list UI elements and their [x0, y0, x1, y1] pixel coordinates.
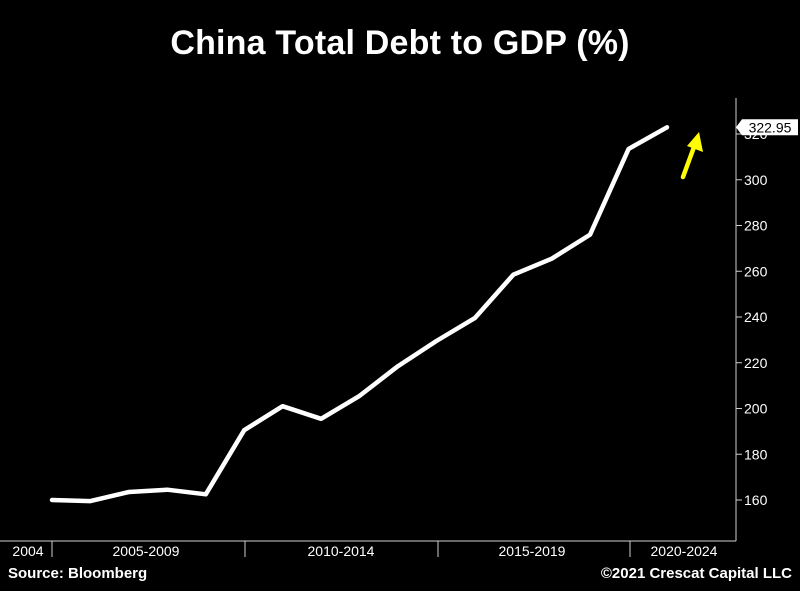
data-point	[281, 404, 285, 408]
data-point	[204, 492, 208, 496]
x-tick-label: 2010-2014	[308, 543, 375, 559]
y-tick-label: 160	[744, 492, 768, 508]
data-point	[88, 499, 92, 503]
y-tick-label: 260	[744, 263, 768, 279]
x-tick-label: 2015-2019	[499, 543, 566, 559]
data-point	[550, 257, 554, 261]
last-value-label: 322.95	[749, 119, 792, 135]
y-tick-label: 200	[744, 401, 768, 417]
data-point	[242, 428, 246, 432]
data-point	[165, 488, 169, 492]
data-point	[127, 490, 131, 494]
up-arrow-head-icon	[687, 132, 703, 152]
data-point	[665, 125, 669, 129]
up-arrow-icon	[680, 144, 697, 180]
x-tick-label: 2020-2024	[651, 543, 718, 559]
data-point	[396, 364, 400, 368]
data-point	[511, 273, 515, 277]
data-point	[358, 394, 361, 398]
y-tick-label: 280	[744, 218, 768, 234]
y-tick-label: 180	[744, 446, 768, 462]
data-point	[627, 147, 631, 151]
copyright-note: ©2021 Crescat Capital LLC	[600, 565, 792, 582]
series-line	[49, 125, 670, 504]
x-tick-label: 2005-2009	[113, 543, 180, 559]
chart-title: China Total Debt to GDP (%)	[170, 24, 630, 62]
y-tick-label: 220	[744, 355, 768, 371]
y-tick-label: 300	[744, 172, 768, 188]
y-tick-label: 240	[744, 309, 768, 325]
x-tick-label: 2004	[12, 543, 43, 559]
data-point	[588, 233, 592, 237]
source-note: Source: Bloomberg	[8, 565, 148, 582]
last-value-badge	[736, 119, 798, 136]
data-point	[319, 417, 323, 421]
data-point	[473, 316, 477, 320]
data-point	[434, 339, 438, 343]
data-point	[50, 498, 54, 502]
